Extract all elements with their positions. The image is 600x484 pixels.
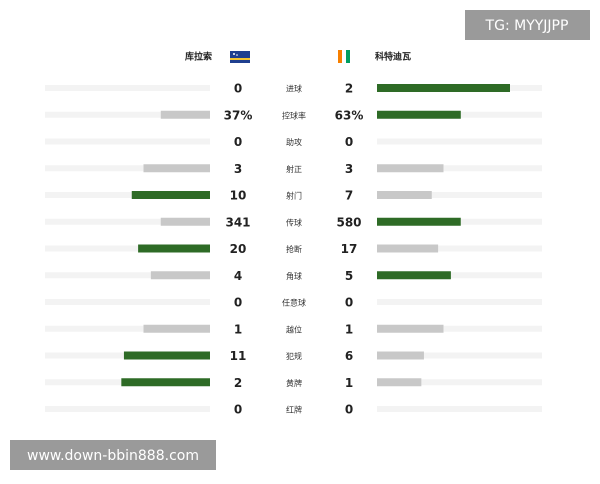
- away-bar: [377, 217, 461, 226]
- home-value: 341: [225, 215, 250, 229]
- away-bar: [377, 351, 424, 360]
- stat-label: 犯规: [286, 351, 302, 361]
- stat-label: 角球: [286, 271, 302, 281]
- track: [45, 85, 210, 91]
- home-bar: [143, 164, 210, 173]
- away-value: 2: [345, 82, 353, 96]
- stat-label: 抢断: [286, 244, 302, 254]
- away-value: 0: [345, 403, 353, 417]
- away-bar: [377, 244, 439, 253]
- away-value: 1: [345, 376, 353, 390]
- stat-label: 射门: [286, 191, 302, 201]
- track: [377, 406, 542, 412]
- home-value: 0: [234, 403, 242, 417]
- track: [377, 245, 542, 252]
- home-value: 10: [230, 189, 247, 203]
- track: [377, 299, 542, 305]
- watermark-box: [465, 10, 590, 40]
- stat-label: 传球: [286, 217, 302, 227]
- away-value: 1: [345, 322, 353, 336]
- stat-label: 射正: [286, 164, 302, 174]
- home-bar: [150, 271, 210, 280]
- home-bar: [160, 217, 210, 226]
- home-value: 2: [234, 376, 242, 390]
- track: [377, 352, 542, 359]
- stat-label: 控球率: [282, 110, 306, 120]
- track: [45, 272, 210, 279]
- stat-label: 任意球: [282, 298, 306, 308]
- home-value: 0: [234, 82, 242, 96]
- home-bar: [123, 351, 210, 360]
- away-value: 6: [345, 349, 353, 363]
- stat-label: 黄牌: [286, 378, 302, 388]
- away-value: 7: [345, 189, 353, 203]
- home-value: 0: [234, 135, 242, 149]
- home-value: 0: [234, 296, 242, 310]
- away-value: 63%: [335, 108, 364, 122]
- away-flag: [338, 50, 350, 63]
- track: [377, 165, 542, 172]
- home-value: 37%: [224, 108, 253, 122]
- home-bar: [131, 191, 210, 199]
- away-value: 580: [336, 215, 361, 229]
- home-value: 11: [230, 349, 247, 363]
- stat-label: 进球: [286, 84, 302, 94]
- watermark-box: [10, 440, 216, 470]
- track: [45, 111, 210, 118]
- track: [377, 379, 542, 386]
- away-bar: [377, 271, 451, 280]
- track: [377, 325, 542, 332]
- track: [45, 299, 210, 305]
- away-value: 17: [341, 242, 358, 256]
- home-bar: [138, 244, 210, 253]
- away-bar: [377, 164, 444, 173]
- home-value: 1: [234, 322, 242, 336]
- track: [45, 138, 210, 145]
- track: [45, 192, 210, 198]
- away-value: 5: [345, 269, 353, 283]
- home-team: 库拉索: [185, 51, 212, 63]
- track: [377, 138, 542, 145]
- away-bar: [377, 84, 510, 92]
- home-bar: [160, 110, 210, 119]
- home-value: 4: [234, 269, 242, 283]
- stat-label: 助攻: [286, 137, 302, 147]
- stat-label: 越位: [286, 324, 302, 334]
- track: [45, 165, 210, 172]
- away-team: 科特迪瓦: [375, 51, 411, 63]
- away-bar: [377, 324, 444, 333]
- away-bar: [377, 110, 461, 119]
- away-value: 0: [345, 135, 353, 149]
- home-value: 20: [230, 242, 247, 256]
- away-bar: [377, 191, 432, 199]
- track: [45, 218, 210, 225]
- home-bar: [143, 324, 210, 333]
- away-value: 3: [345, 162, 353, 176]
- home-bar: [121, 378, 210, 387]
- track: [377, 192, 542, 198]
- away-value: 0: [345, 296, 353, 310]
- track: [377, 272, 542, 279]
- home-value: 3: [234, 162, 242, 176]
- track: [45, 406, 210, 412]
- away-bar: [377, 378, 422, 387]
- watermark-bottom: www.down-bbin888.com: [27, 448, 199, 464]
- stat-label: 红牌: [286, 405, 302, 415]
- home-flag: [230, 51, 250, 63]
- watermark-top: TG: MYYJJPP: [485, 18, 569, 34]
- track: [45, 325, 210, 332]
- track: [45, 245, 210, 252]
